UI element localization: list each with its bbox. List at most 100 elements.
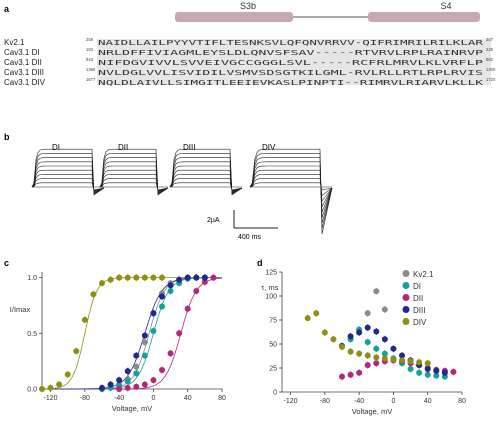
- y-tick-label: 50: [269, 342, 277, 349]
- data-point-div: [107, 276, 114, 283]
- s3b-label: S3b: [240, 1, 256, 11]
- data-point-dii: [373, 360, 380, 367]
- data-point-dii: [176, 330, 183, 337]
- data-point-diii: [107, 381, 114, 388]
- data-point-dii: [184, 305, 191, 312]
- panel-label-a: a: [4, 4, 10, 14]
- current-trace: [249, 169, 333, 208]
- legend-label: DI: [413, 282, 421, 291]
- x-tick-label: 80: [218, 395, 226, 402]
- data-point-div: [390, 356, 397, 363]
- data-point-diii: [193, 274, 200, 281]
- current-trace: [169, 153, 243, 195]
- helix-cartoon: S3b S4: [175, 1, 480, 22]
- data-point-diii: [150, 310, 157, 317]
- y-tick-label: 125: [265, 270, 277, 277]
- data-point-div: [424, 360, 431, 367]
- y-tick-label: 0.0: [27, 387, 37, 394]
- data-point-div: [381, 355, 388, 362]
- alignment-row-start: 1677: [86, 77, 96, 82]
- data-point-diii: [373, 328, 380, 335]
- panel-label-b: b: [4, 132, 10, 142]
- y-tick-label: 1.0: [27, 275, 37, 282]
- x-tick-label: -40: [114, 395, 124, 402]
- current-trace: [249, 165, 333, 213]
- data-point-dii: [450, 368, 457, 375]
- data-point-div: [364, 352, 371, 359]
- data-point-div: [47, 384, 54, 391]
- alignment-row-name: Cav3.1 DIV: [4, 78, 46, 87]
- x-tick-label: -40: [354, 398, 364, 405]
- current-trace: [169, 157, 243, 195]
- data-point-dii: [193, 287, 200, 294]
- current-trace: [249, 182, 333, 191]
- legend-label: DII: [413, 294, 423, 303]
- x-tick-label: -120: [284, 398, 298, 405]
- data-point-diii: [124, 368, 131, 375]
- y-tick-label: 25: [269, 366, 277, 373]
- data-point-diii: [364, 324, 371, 331]
- data-point-div: [159, 274, 165, 281]
- data-point-dii: [356, 369, 363, 376]
- current-trace: [31, 178, 105, 191]
- current-trace: [249, 153, 333, 229]
- alignment-row-sequence: NIFDGVIVVLSVVEIVGCCGGGLSVL-----RCFRLMRVL…: [98, 58, 484, 67]
- legend-marker-kv21: [402, 270, 410, 277]
- alignment-row-name: Cav3.1 DII: [4, 58, 42, 67]
- data-point-diii: [390, 345, 397, 352]
- data-point-kv21: [364, 310, 371, 317]
- data-point-div: [321, 329, 328, 336]
- s3b-helix: [175, 12, 293, 22]
- data-point-dii: [150, 377, 157, 384]
- data-point-kv21: [373, 288, 380, 295]
- data-point-dii: [116, 386, 123, 392]
- trace-label-div: DIV: [262, 143, 276, 152]
- alignment-row-name: Cav3.1 DI: [4, 48, 40, 57]
- data-point-kv21: [133, 363, 140, 370]
- y-tick-label: 0: [273, 390, 277, 397]
- current-trace: [99, 178, 169, 191]
- panel-label-c: c: [4, 258, 9, 268]
- x-axis-label: Voltage, mV: [352, 407, 392, 416]
- data-point-diii: [424, 365, 431, 372]
- data-point-div: [150, 274, 157, 281]
- data-point-dii: [364, 362, 371, 369]
- current-trace: [99, 182, 169, 191]
- data-point-div: [81, 316, 88, 323]
- data-point-diii: [116, 377, 123, 384]
- data-point-diii: [133, 352, 140, 359]
- alignment-row-end: 1400: [486, 67, 496, 72]
- data-point-div: [373, 354, 380, 361]
- current-trace: [99, 161, 169, 194]
- data-point-dii: [159, 367, 165, 374]
- y-tick-label: 0.5: [27, 331, 37, 338]
- x-tick-label: 40: [424, 398, 432, 405]
- current-trace: [169, 178, 243, 191]
- current-trace: [169, 174, 243, 192]
- data-point-dii: [201, 279, 208, 286]
- data-point-div: [399, 357, 405, 364]
- trace-label-di: DI: [52, 143, 60, 152]
- x-tick-label: -120: [44, 395, 58, 402]
- trace-labels: DI DII DIII DIV: [52, 143, 276, 152]
- data-point-div: [416, 359, 423, 366]
- current-trace: [99, 157, 169, 195]
- data-point-di: [433, 372, 440, 379]
- data-point-diii: [356, 329, 363, 336]
- alignment-row-sequence: NAIDLLAILPYYVTIFLTESNKSVLQFQNVRRVV-QIFRI…: [98, 38, 484, 47]
- trace-label-diii: DIII: [183, 143, 195, 152]
- alignment-row-start: 1355: [86, 67, 96, 72]
- current-trace: [31, 157, 105, 195]
- current-trace: [169, 182, 243, 191]
- data-point-di: [416, 369, 423, 376]
- data-point-di: [364, 339, 371, 346]
- fit-curve-div: [42, 277, 222, 390]
- current-trace: [99, 169, 169, 193]
- data-point-diii: [159, 293, 165, 300]
- x-tick-label: 0: [391, 398, 395, 405]
- chart-c: -120 -80 -40 0 40 80 0.0 0.5 1.0 Voltage, mV I/Ima…: [10, 272, 226, 413]
- data-point-div: [116, 274, 123, 281]
- current-trace: [31, 182, 105, 191]
- y-axis-label: τ, ms: [261, 283, 278, 292]
- data-point-div: [73, 348, 80, 355]
